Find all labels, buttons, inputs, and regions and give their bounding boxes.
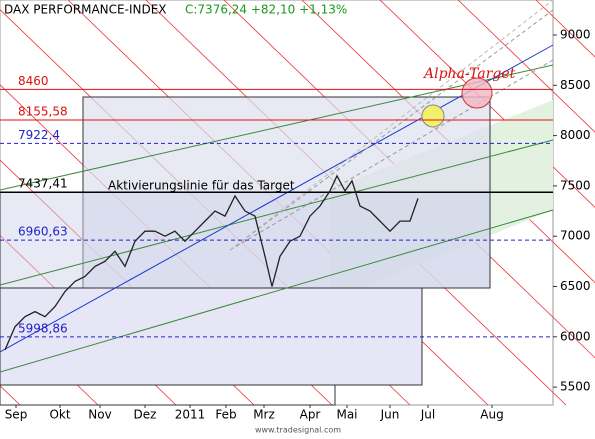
trend-line xyxy=(0,44,554,353)
level-label: 8460 xyxy=(18,74,49,88)
y-tick-label: 8500 xyxy=(560,78,591,92)
level-label: 8155,58 xyxy=(18,104,68,118)
x-tick-label: Mrz xyxy=(253,408,275,422)
channel-line xyxy=(0,209,554,373)
y-tick-label: 6000 xyxy=(560,329,591,343)
y-tick-label: 7000 xyxy=(560,229,591,243)
x-tick-label: Okt xyxy=(49,408,70,422)
x-tick-label: Jul xyxy=(420,408,435,422)
x-tick-label: Mai xyxy=(336,408,357,422)
x-tick-label: Aug xyxy=(480,408,503,422)
channel-line xyxy=(0,139,554,286)
y-tick-label: 5500 xyxy=(560,380,591,394)
x-tick-label: Sep xyxy=(5,408,28,422)
level-label: 5998,86 xyxy=(18,321,68,335)
fan-line xyxy=(229,0,554,251)
level-label: 6960,63 xyxy=(18,225,68,239)
annotation: Alpha-Target xyxy=(422,66,516,82)
diagonal-line xyxy=(457,0,595,133)
target-marker xyxy=(461,77,493,109)
price-line xyxy=(4,174,419,351)
level-label: 7437,41 xyxy=(18,177,68,191)
x-tick-label: Apr xyxy=(300,408,321,422)
diagonal-line xyxy=(379,0,595,208)
x-tick-label: Jun xyxy=(380,408,400,422)
box xyxy=(0,384,336,406)
y-tick-label: 7500 xyxy=(560,178,591,192)
chart-subtitle: C:7376,24 +82,10 +1,13% xyxy=(185,3,347,17)
level-label: 7922,4 xyxy=(18,128,60,142)
x-tick-label: Nov xyxy=(88,408,111,422)
annotation: Aktivierungslinie für das Target xyxy=(108,179,295,193)
source: www.tradesignal.com xyxy=(255,426,341,435)
chart-title: DAX PERFORMANCE-INDEX xyxy=(4,3,167,17)
target-marker xyxy=(421,104,445,128)
y-tick-label: 8000 xyxy=(560,128,591,142)
y-tick-label: 6500 xyxy=(560,279,591,293)
channel-line xyxy=(0,64,554,191)
x-tick-label: Feb xyxy=(215,408,236,422)
x-tick-label: Dez xyxy=(134,408,157,422)
y-tick-label: 9000 xyxy=(560,28,591,42)
x-tick-label: 2011 xyxy=(175,408,206,422)
